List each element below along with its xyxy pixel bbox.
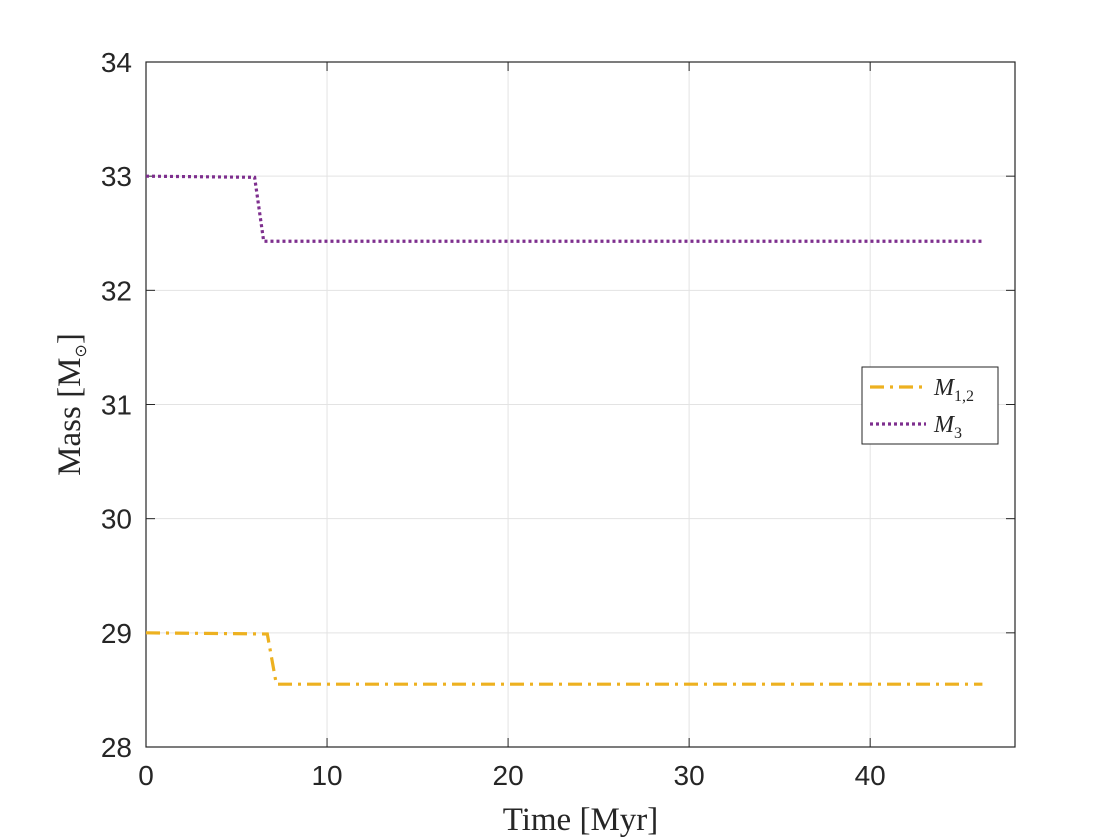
series-line-2 <box>145 174 983 243</box>
y-tick-label: 30 <box>101 504 132 535</box>
y-tick-label: 29 <box>101 618 132 649</box>
grid <box>146 62 1015 747</box>
y-axis-label-suffix: ] <box>52 333 88 344</box>
series-lines <box>145 174 983 686</box>
y-tick-label: 32 <box>101 275 132 306</box>
x-axis-label: Time [Myr] <box>503 802 659 838</box>
x-tick-label: 40 <box>855 760 886 791</box>
y-tick-label: 33 <box>101 161 132 192</box>
x-tick-label: 30 <box>674 760 705 791</box>
y-tick-label: 28 <box>101 732 132 763</box>
y-axis-label-subscript: ⊙ <box>73 344 90 357</box>
legend: M1,2 M3 <box>861 366 999 445</box>
x-tick-label: 0 <box>138 760 154 791</box>
x-tick-label: 10 <box>311 760 342 791</box>
axis-ticks: 0 10 20 30 40 28 29 30 31 32 33 34 <box>101 47 1015 791</box>
legend-label-1: M1,2 <box>933 375 974 405</box>
legend-label-2: M3 <box>933 412 962 442</box>
y-axis-label-main: Mass [M <box>52 358 88 476</box>
series-line-1 <box>145 631 983 686</box>
y-axis-label: Mass [M⊙] <box>52 333 90 476</box>
y-tick-label: 31 <box>101 390 132 421</box>
x-tick-label: 20 <box>493 760 524 791</box>
y-tick-label: 34 <box>101 47 132 78</box>
legend-box <box>861 366 999 445</box>
